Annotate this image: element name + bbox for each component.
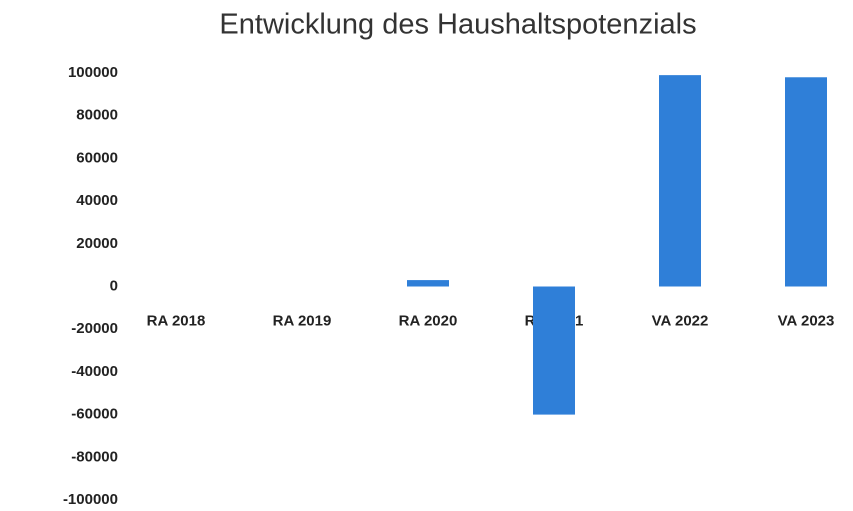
y-tick-label: 40000 — [76, 192, 118, 209]
bar — [785, 77, 827, 287]
x-tick-label: VA 2023 — [778, 312, 835, 329]
y-tick-label: -80000 — [71, 448, 118, 465]
y-tick-label: -60000 — [71, 406, 118, 423]
y-tick-label: 100000 — [68, 64, 118, 81]
chart-title: Entwicklung des Haushaltspotenzials — [219, 9, 696, 41]
x-tick-label: RA 2018 — [147, 312, 206, 329]
bar — [533, 286, 575, 415]
x-tick-label: VA 2022 — [652, 312, 709, 329]
y-tick-label: -100000 — [63, 491, 118, 508]
y-tick-label: -20000 — [71, 320, 118, 337]
y-tick-label: 0 — [110, 277, 118, 294]
bar — [407, 280, 449, 287]
y-tick-label: 80000 — [76, 107, 118, 124]
y-tick-label: 20000 — [76, 235, 118, 252]
x-tick-label: RA 2019 — [273, 312, 332, 329]
y-tick-label: 60000 — [76, 149, 118, 166]
y-tick-label: -40000 — [71, 363, 118, 380]
bar — [659, 75, 701, 287]
x-tick-label: RA 2020 — [399, 312, 458, 329]
